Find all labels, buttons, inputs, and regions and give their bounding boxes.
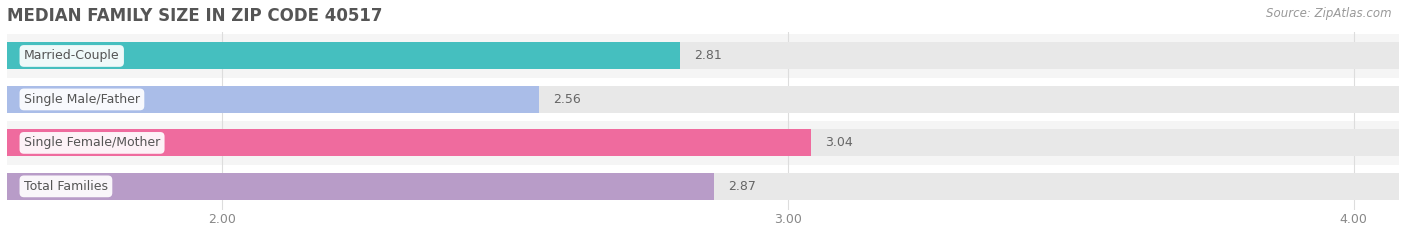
Bar — [7, 173, 714, 200]
Bar — [7, 86, 1399, 113]
Bar — [7, 42, 1399, 69]
Bar — [7, 173, 1399, 200]
Bar — [7, 129, 810, 156]
Text: Source: ZipAtlas.com: Source: ZipAtlas.com — [1267, 7, 1392, 20]
Text: Total Families: Total Families — [24, 180, 108, 193]
Bar — [7, 129, 1399, 156]
Text: MEDIAN FAMILY SIZE IN ZIP CODE 40517: MEDIAN FAMILY SIZE IN ZIP CODE 40517 — [7, 7, 382, 25]
Bar — [7, 121, 1399, 165]
Bar — [7, 165, 1399, 208]
Text: Married-Couple: Married-Couple — [24, 49, 120, 62]
Text: 2.87: 2.87 — [728, 180, 756, 193]
Bar — [7, 86, 538, 113]
Bar — [7, 34, 1399, 78]
Bar — [7, 42, 681, 69]
Text: 2.56: 2.56 — [553, 93, 581, 106]
Text: Single Female/Mother: Single Female/Mother — [24, 136, 160, 149]
Text: Single Male/Father: Single Male/Father — [24, 93, 141, 106]
Text: 3.04: 3.04 — [825, 136, 852, 149]
Text: 2.81: 2.81 — [695, 49, 723, 62]
Bar — [7, 78, 1399, 121]
